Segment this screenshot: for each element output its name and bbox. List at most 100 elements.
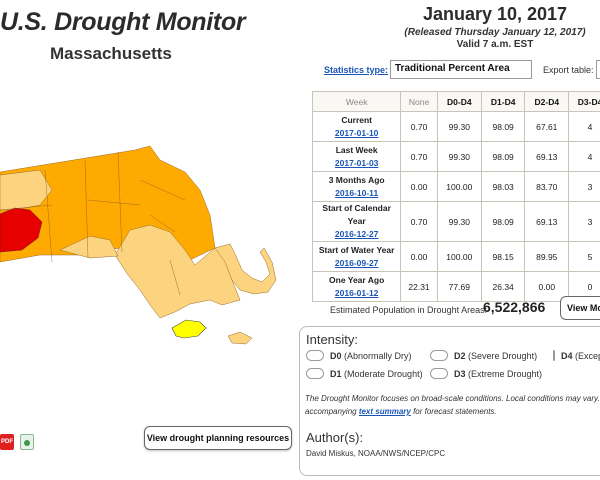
cell-d1: 98.09 bbox=[480, 201, 526, 242]
col-d3-d4: D3-D4 bbox=[568, 91, 600, 112]
text-summary-link[interactable]: text summary bbox=[358, 407, 411, 416]
legend-swatch-d2 bbox=[430, 350, 448, 361]
row-week: Current 2017-01-10 bbox=[311, 111, 402, 142]
county-lines bbox=[0, 151, 186, 296]
legend-code: D3 bbox=[454, 368, 466, 379]
release-date: (Released Thursday January 12, 2017) bbox=[404, 27, 586, 38]
drought-map bbox=[0, 145, 277, 345]
cell-d3: 5 bbox=[568, 241, 600, 272]
row-label: 3 Months Ago bbox=[328, 174, 385, 185]
pdf-icon[interactable]: PDF bbox=[0, 434, 14, 450]
cell-none: 0.70 bbox=[400, 141, 438, 172]
cell-d0: 99.30 bbox=[436, 111, 482, 142]
image-download-icon[interactable] bbox=[20, 434, 34, 450]
valid-time: Valid 7 a.m. EST bbox=[456, 39, 534, 50]
legend-swatch-d1 bbox=[306, 368, 324, 379]
map-region-marthas-vineyard bbox=[171, 319, 207, 339]
cell-d2: 89.95 bbox=[524, 241, 570, 272]
cell-d1: 98.15 bbox=[480, 241, 526, 272]
map-region-d1-se bbox=[114, 224, 241, 319]
table-row: Last Week 2017-01-03 0.70 99.30 98.09 69.… bbox=[311, 141, 600, 172]
table-row: Start of Water Year 2016-09-27 0.00 100.0… bbox=[311, 241, 600, 272]
cell-d0: 100.00 bbox=[436, 171, 482, 202]
table-row: 3 Months Ago 2016-10-11 0.00 100.00 98.03… bbox=[311, 171, 600, 202]
map-region-nantucket bbox=[227, 331, 253, 345]
legend-item-d1: D1 (Moderate Drought) bbox=[306, 368, 423, 379]
cell-d3: 4 bbox=[568, 111, 600, 142]
statistics-type-select[interactable]: Traditional Percent Area bbox=[390, 60, 532, 79]
legend-swatch-d4 bbox=[553, 350, 555, 361]
cell-d1: 26.34 bbox=[480, 271, 526, 302]
intensity-title: Intensity: bbox=[306, 332, 359, 347]
cell-d1: 98.09 bbox=[480, 111, 526, 142]
legend-item-d0: D0 (Abnormally Dry) bbox=[306, 350, 412, 361]
row-date-link[interactable]: 2016-01-12 bbox=[334, 287, 379, 298]
export-table-label: Export table: bbox=[543, 65, 594, 75]
state-name: Massachusetts bbox=[50, 44, 172, 63]
row-date-link[interactable]: 2017-01-03 bbox=[334, 157, 379, 168]
col-d0-d4: D0-D4 bbox=[436, 91, 482, 112]
legend-code: D1 bbox=[330, 368, 342, 379]
cell-d0: 99.30 bbox=[436, 201, 482, 242]
description-line-2: accompanying text summary for forecast s… bbox=[305, 405, 600, 418]
legend-item-d2: D2 (Severe Drought) bbox=[430, 350, 537, 361]
map-date: January 10, 2017 bbox=[422, 4, 568, 24]
table-row: Start of Calendar Year 2016-12-27 0.70 99… bbox=[311, 201, 600, 242]
cell-d3: 3 bbox=[568, 171, 600, 202]
statistics-type-link[interactable]: Statistics type: bbox=[324, 65, 389, 75]
row-date-link[interactable]: 2016-10-11 bbox=[335, 187, 379, 198]
row-week: 3 Months Ago 2016-10-11 bbox=[311, 171, 402, 202]
cell-d0: 100.00 bbox=[436, 241, 482, 272]
legend-swatch-d0 bbox=[306, 350, 324, 361]
legend-text: (Moderate Drought) bbox=[344, 368, 423, 379]
legend-item-d4: D4 (Exceptional Drought) bbox=[553, 350, 600, 361]
cell-d2: 69.13 bbox=[524, 201, 570, 242]
view-more-button[interactable]: View More bbox=[560, 296, 600, 320]
cell-none: 0.70 bbox=[400, 201, 438, 242]
cell-d0: 99.30 bbox=[436, 141, 482, 172]
map-region-cape-cod bbox=[214, 243, 277, 295]
description-line-1: The Drought Monitor focuses on broad-sca… bbox=[305, 394, 600, 403]
legend-text: (Exceptional Drought) bbox=[575, 350, 600, 361]
legend-swatch-d3 bbox=[430, 368, 448, 379]
col-none: None bbox=[400, 91, 438, 112]
page-title: U.S. Drought Monitor bbox=[0, 8, 246, 36]
row-date-link[interactable]: 2016-09-27 bbox=[334, 257, 379, 268]
export-table-select[interactable] bbox=[596, 60, 600, 79]
legend-code: D2 bbox=[454, 350, 466, 361]
population-label: Estimated Population in Drought Areas: bbox=[330, 305, 488, 315]
row-label: Start of Calendar Year bbox=[322, 203, 391, 226]
drought-stats-table: Week None D0-D4 D1-D4 D2-D4 D3-D4 Curren… bbox=[311, 91, 600, 302]
table-row: One Year Ago 2016-01-12 22.31 77.69 26.34… bbox=[311, 271, 600, 302]
col-d2-d4: D2-D4 bbox=[524, 91, 570, 112]
row-label: Last Week bbox=[335, 144, 378, 155]
row-week: One Year Ago 2016-01-12 bbox=[311, 271, 402, 302]
table-row: Current 2017-01-10 0.70 99.30 98.09 67.61… bbox=[311, 111, 600, 142]
row-date-link[interactable]: 2017-01-10 bbox=[334, 127, 379, 138]
cell-d2: 67.61 bbox=[524, 111, 570, 142]
drought-planning-button[interactable]: View drought planning resources bbox=[144, 426, 292, 450]
col-d1-d4: D1-D4 bbox=[480, 91, 526, 112]
author-name: David Miskus, NOAA/NWS/NCEP/CPC bbox=[306, 449, 446, 458]
cell-d1: 98.09 bbox=[480, 141, 526, 172]
row-label: One Year Ago bbox=[329, 274, 385, 285]
map-region-d1-west bbox=[0, 169, 53, 211]
legend-text: (Severe Drought) bbox=[468, 350, 538, 361]
table-header-row: Week None D0-D4 D1-D4 D2-D4 D3-D4 bbox=[311, 91, 600, 112]
description-suffix: for forecast statements. bbox=[410, 407, 497, 416]
date-header: January 10, 2017 (Released Thursday Janu… bbox=[400, 4, 590, 50]
population-value: 6,522,866 bbox=[483, 299, 546, 315]
authors-title: Author(s): bbox=[306, 430, 364, 445]
map-region-d1-mid bbox=[59, 235, 119, 259]
cell-none: 0.70 bbox=[400, 111, 438, 142]
cell-d3: 4 bbox=[568, 141, 600, 172]
row-label: Current bbox=[341, 114, 373, 125]
row-week: Last Week 2017-01-03 bbox=[311, 141, 402, 172]
cell-d3: 3 bbox=[568, 201, 600, 242]
info-panel bbox=[299, 326, 600, 476]
cell-d1: 98.03 bbox=[480, 171, 526, 202]
legend-text: (Extreme Drought) bbox=[468, 368, 543, 379]
cell-none: 0.00 bbox=[400, 241, 438, 272]
cell-none: 0.00 bbox=[400, 171, 438, 202]
row-date-link[interactable]: 2016-12-27 bbox=[334, 229, 379, 239]
